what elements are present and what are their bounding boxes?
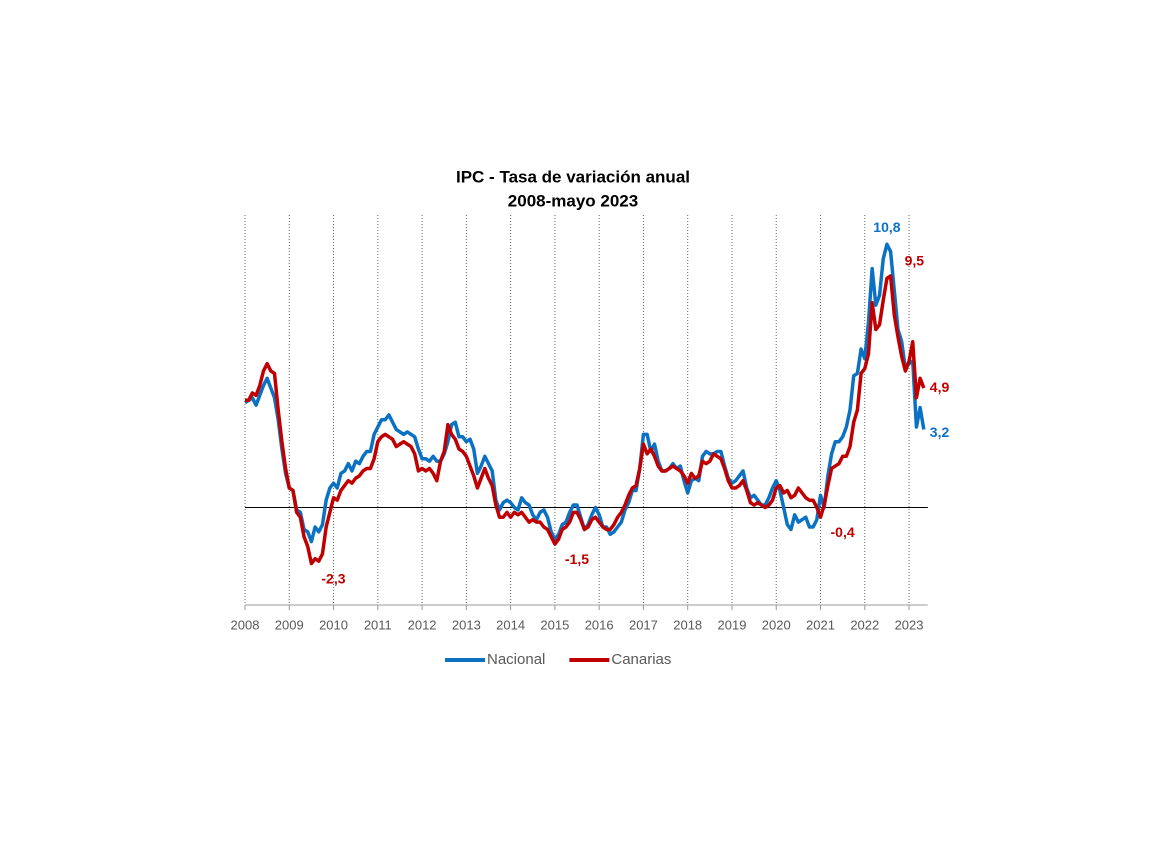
x-tick-label: 2021 (806, 617, 835, 632)
value-label: 4,9 (930, 379, 950, 395)
value-label: -0,4 (831, 524, 855, 540)
value-label: 3,2 (930, 424, 950, 440)
line-series (245, 274, 926, 566)
x-tick-label: 2012 (408, 617, 437, 632)
x-tick-label: 2020 (762, 617, 791, 632)
x-tick-label: 2019 (718, 617, 747, 632)
x-tick-label: 2011 (364, 617, 392, 632)
x-tick-label: 2015 (540, 617, 569, 632)
x-tick-label: 2013 (452, 617, 481, 632)
x-tick-label: 2008 (231, 617, 260, 632)
x-tick-label: 2022 (850, 617, 879, 632)
chart-title: IPC - Tasa de variación anual (456, 167, 690, 186)
x-tick-label: 2018 (673, 617, 702, 632)
x-tick-label: 2014 (496, 617, 525, 632)
value-label: 9,5 (905, 253, 925, 269)
x-tick-label: 2016 (585, 617, 614, 632)
line-series (244, 242, 926, 544)
x-tick-label: 2009 (275, 617, 304, 632)
chart-subtitle: 2008-mayo 2023 (508, 191, 638, 210)
x-tick-label: 2017 (629, 617, 658, 632)
legend-label: Nacional (487, 651, 545, 668)
value-label: -2,3 (321, 570, 345, 586)
x-tick-label: 2023 (895, 617, 924, 632)
value-label: -1,5 (565, 551, 589, 567)
value-label: 10,8 (873, 219, 900, 235)
legend-label: Canarias (611, 651, 671, 668)
x-tick-label: 2010 (319, 617, 348, 632)
